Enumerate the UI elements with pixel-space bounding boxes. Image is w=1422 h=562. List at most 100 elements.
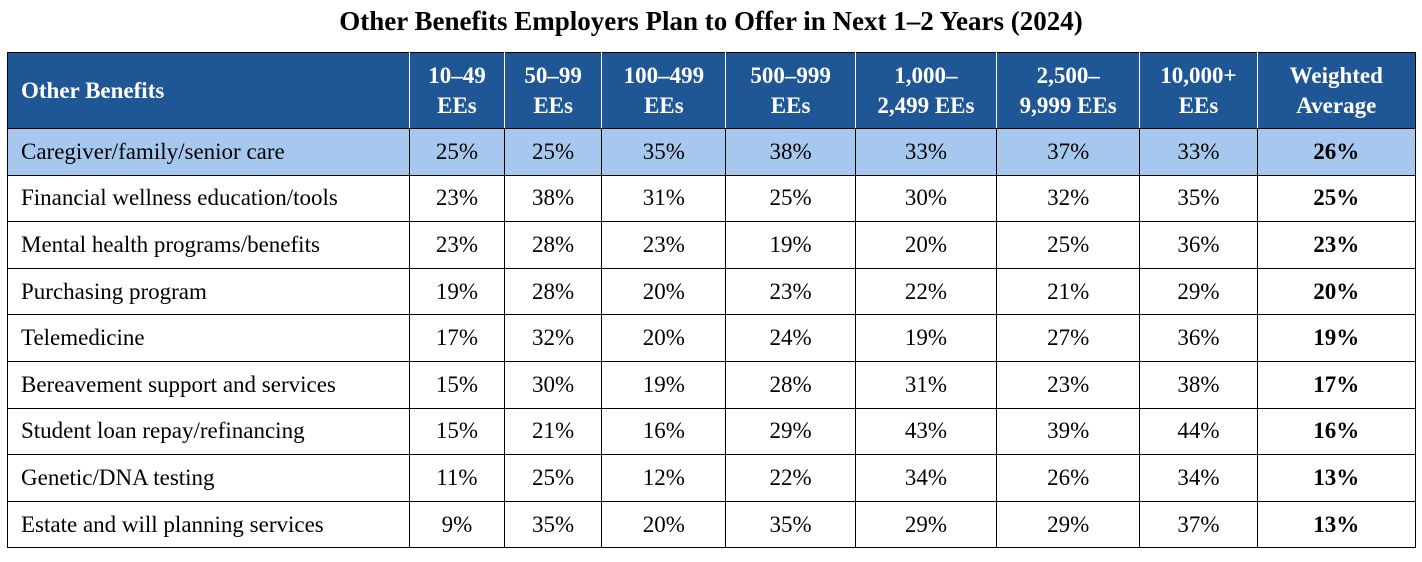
value-cell: 23% [601, 221, 727, 269]
value-cell: 39% [996, 407, 1141, 456]
table-row: Student loan repay/refinancing 15% 21% 16% 2… [7, 407, 1417, 456]
header-col-3: 100–499 EEs [601, 52, 727, 129]
value-cell: 25% [725, 174, 856, 223]
value-cell: 17% [408, 314, 506, 362]
table-row: Purchasing program 19% 28% 20% 23% 22% 21% 29% 2… [7, 267, 1417, 316]
row-label: Genetic/DNA testing [7, 454, 410, 502]
value-cell: 28% [725, 360, 856, 409]
row-label: Telemedicine [7, 314, 410, 362]
row-label: Purchasing program [7, 267, 410, 316]
value-cell: 25% [408, 128, 506, 176]
value-cell: 29% [854, 500, 998, 549]
value-cell: 11% [408, 454, 506, 502]
value-cell: 24% [725, 314, 856, 362]
value-cell: 32% [504, 314, 603, 362]
value-cell: 25% [996, 221, 1141, 269]
value-cell: 29% [996, 500, 1141, 549]
value-cell: 33% [1139, 128, 1258, 176]
value-cell: 20% [854, 221, 998, 269]
table-row: Telemedicine 17% 32% 20% 24% 19% 27% 36% 19% [7, 314, 1417, 362]
value-cell: 25% [504, 128, 603, 176]
value-cell: 33% [854, 128, 998, 176]
value-cell: 20% [601, 267, 727, 316]
value-cell: 23% [408, 174, 506, 223]
weighted-average-cell: 25% [1256, 174, 1417, 223]
weighted-average-cell: 26% [1256, 128, 1417, 176]
value-cell: 28% [504, 267, 603, 316]
value-cell: 43% [854, 407, 998, 456]
header-col-6: 2,500– 9,999 EEs [996, 52, 1141, 129]
value-cell: 16% [601, 407, 727, 456]
header-benefit: Other Benefits [7, 52, 410, 129]
value-cell: 35% [725, 500, 856, 549]
value-cell: 34% [1139, 454, 1258, 502]
value-cell: 31% [854, 360, 998, 409]
value-cell: 37% [996, 128, 1141, 176]
table-row: Financial wellness education/tools 23% 38%… [7, 174, 1417, 223]
row-label: Bereavement support and services [7, 360, 410, 409]
value-cell: 29% [725, 407, 856, 456]
value-cell: 36% [1139, 314, 1258, 362]
value-cell: 44% [1139, 407, 1258, 456]
row-label: Caregiver/family/senior care [7, 128, 410, 176]
value-cell: 20% [601, 500, 727, 549]
header-col-4: 500–999 EEs [725, 52, 856, 129]
weighted-average-cell: 13% [1256, 454, 1417, 502]
benefits-table: Other Benefits 10–49 EEs 50–99 EEs 100–499… [7, 52, 1417, 549]
value-cell: 30% [854, 174, 998, 223]
weighted-average-cell: 23% [1256, 221, 1417, 269]
value-cell: 19% [725, 221, 856, 269]
value-cell: 22% [725, 454, 856, 502]
weighted-average-cell: 16% [1256, 407, 1417, 456]
value-cell: 38% [725, 128, 856, 176]
table-title: Other Benefits Employers Plan to Offer i… [339, 6, 1083, 36]
value-cell: 15% [408, 360, 506, 409]
value-cell: 22% [854, 267, 998, 316]
table-row: Caregiver/family/senior care 25% 25% 35% 38%… [7, 128, 1417, 176]
value-cell: 35% [601, 128, 727, 176]
value-cell: 26% [996, 454, 1141, 502]
table-row: Mental health programs/benefits 23% 28% 23%… [7, 221, 1417, 269]
weighted-average-cell: 19% [1256, 314, 1417, 362]
value-cell: 34% [854, 454, 998, 502]
value-cell: 19% [601, 360, 727, 409]
value-cell: 35% [504, 500, 603, 549]
value-cell: 23% [725, 267, 856, 316]
value-cell: 37% [1139, 500, 1258, 549]
value-cell: 25% [504, 454, 603, 502]
table-row: Estate and will planning services 9% 35% 20… [7, 500, 1417, 549]
value-cell: 20% [601, 314, 727, 362]
value-cell: 38% [504, 174, 603, 223]
table-row: Bereavement support and services 15% 30% 19… [7, 360, 1417, 409]
header-col-7: 10,000+ EEs [1139, 52, 1258, 129]
value-cell: 19% [854, 314, 998, 362]
value-cell: 28% [504, 221, 603, 269]
weighted-average-cell: 17% [1256, 360, 1417, 409]
value-cell: 36% [1139, 221, 1258, 269]
row-label: Student loan repay/refinancing [7, 407, 410, 456]
value-cell: 27% [996, 314, 1141, 362]
value-cell: 19% [408, 267, 506, 316]
header-col-5: 1,000– 2,499 EEs [854, 52, 998, 129]
table-row: Genetic/DNA testing 11% 25% 12% 22% 34% 26% 34%… [7, 454, 1417, 502]
weighted-average-cell: 20% [1256, 267, 1417, 316]
row-label: Mental health programs/benefits [7, 221, 410, 269]
table-body: Caregiver/family/senior care 25% 25% 35% 38%… [7, 128, 1417, 549]
header-col-1: 10–49 EEs [408, 52, 506, 129]
header-row: Other Benefits 10–49 EEs 50–99 EEs 100–499… [7, 52, 1417, 129]
value-cell: 23% [408, 221, 506, 269]
value-cell: 15% [408, 407, 506, 456]
header-col-weighted-average: Weighted Average [1256, 52, 1417, 129]
value-cell: 29% [1139, 267, 1258, 316]
value-cell: 32% [996, 174, 1141, 223]
value-cell: 30% [504, 360, 603, 409]
weighted-average-cell: 13% [1256, 500, 1417, 549]
value-cell: 9% [408, 500, 506, 549]
value-cell: 12% [601, 454, 727, 502]
value-cell: 38% [1139, 360, 1258, 409]
value-cell: 21% [504, 407, 603, 456]
value-cell: 35% [1139, 174, 1258, 223]
row-label: Estate and will planning services [7, 500, 410, 549]
row-label: Financial wellness education/tools [7, 174, 410, 223]
value-cell: 21% [996, 267, 1141, 316]
